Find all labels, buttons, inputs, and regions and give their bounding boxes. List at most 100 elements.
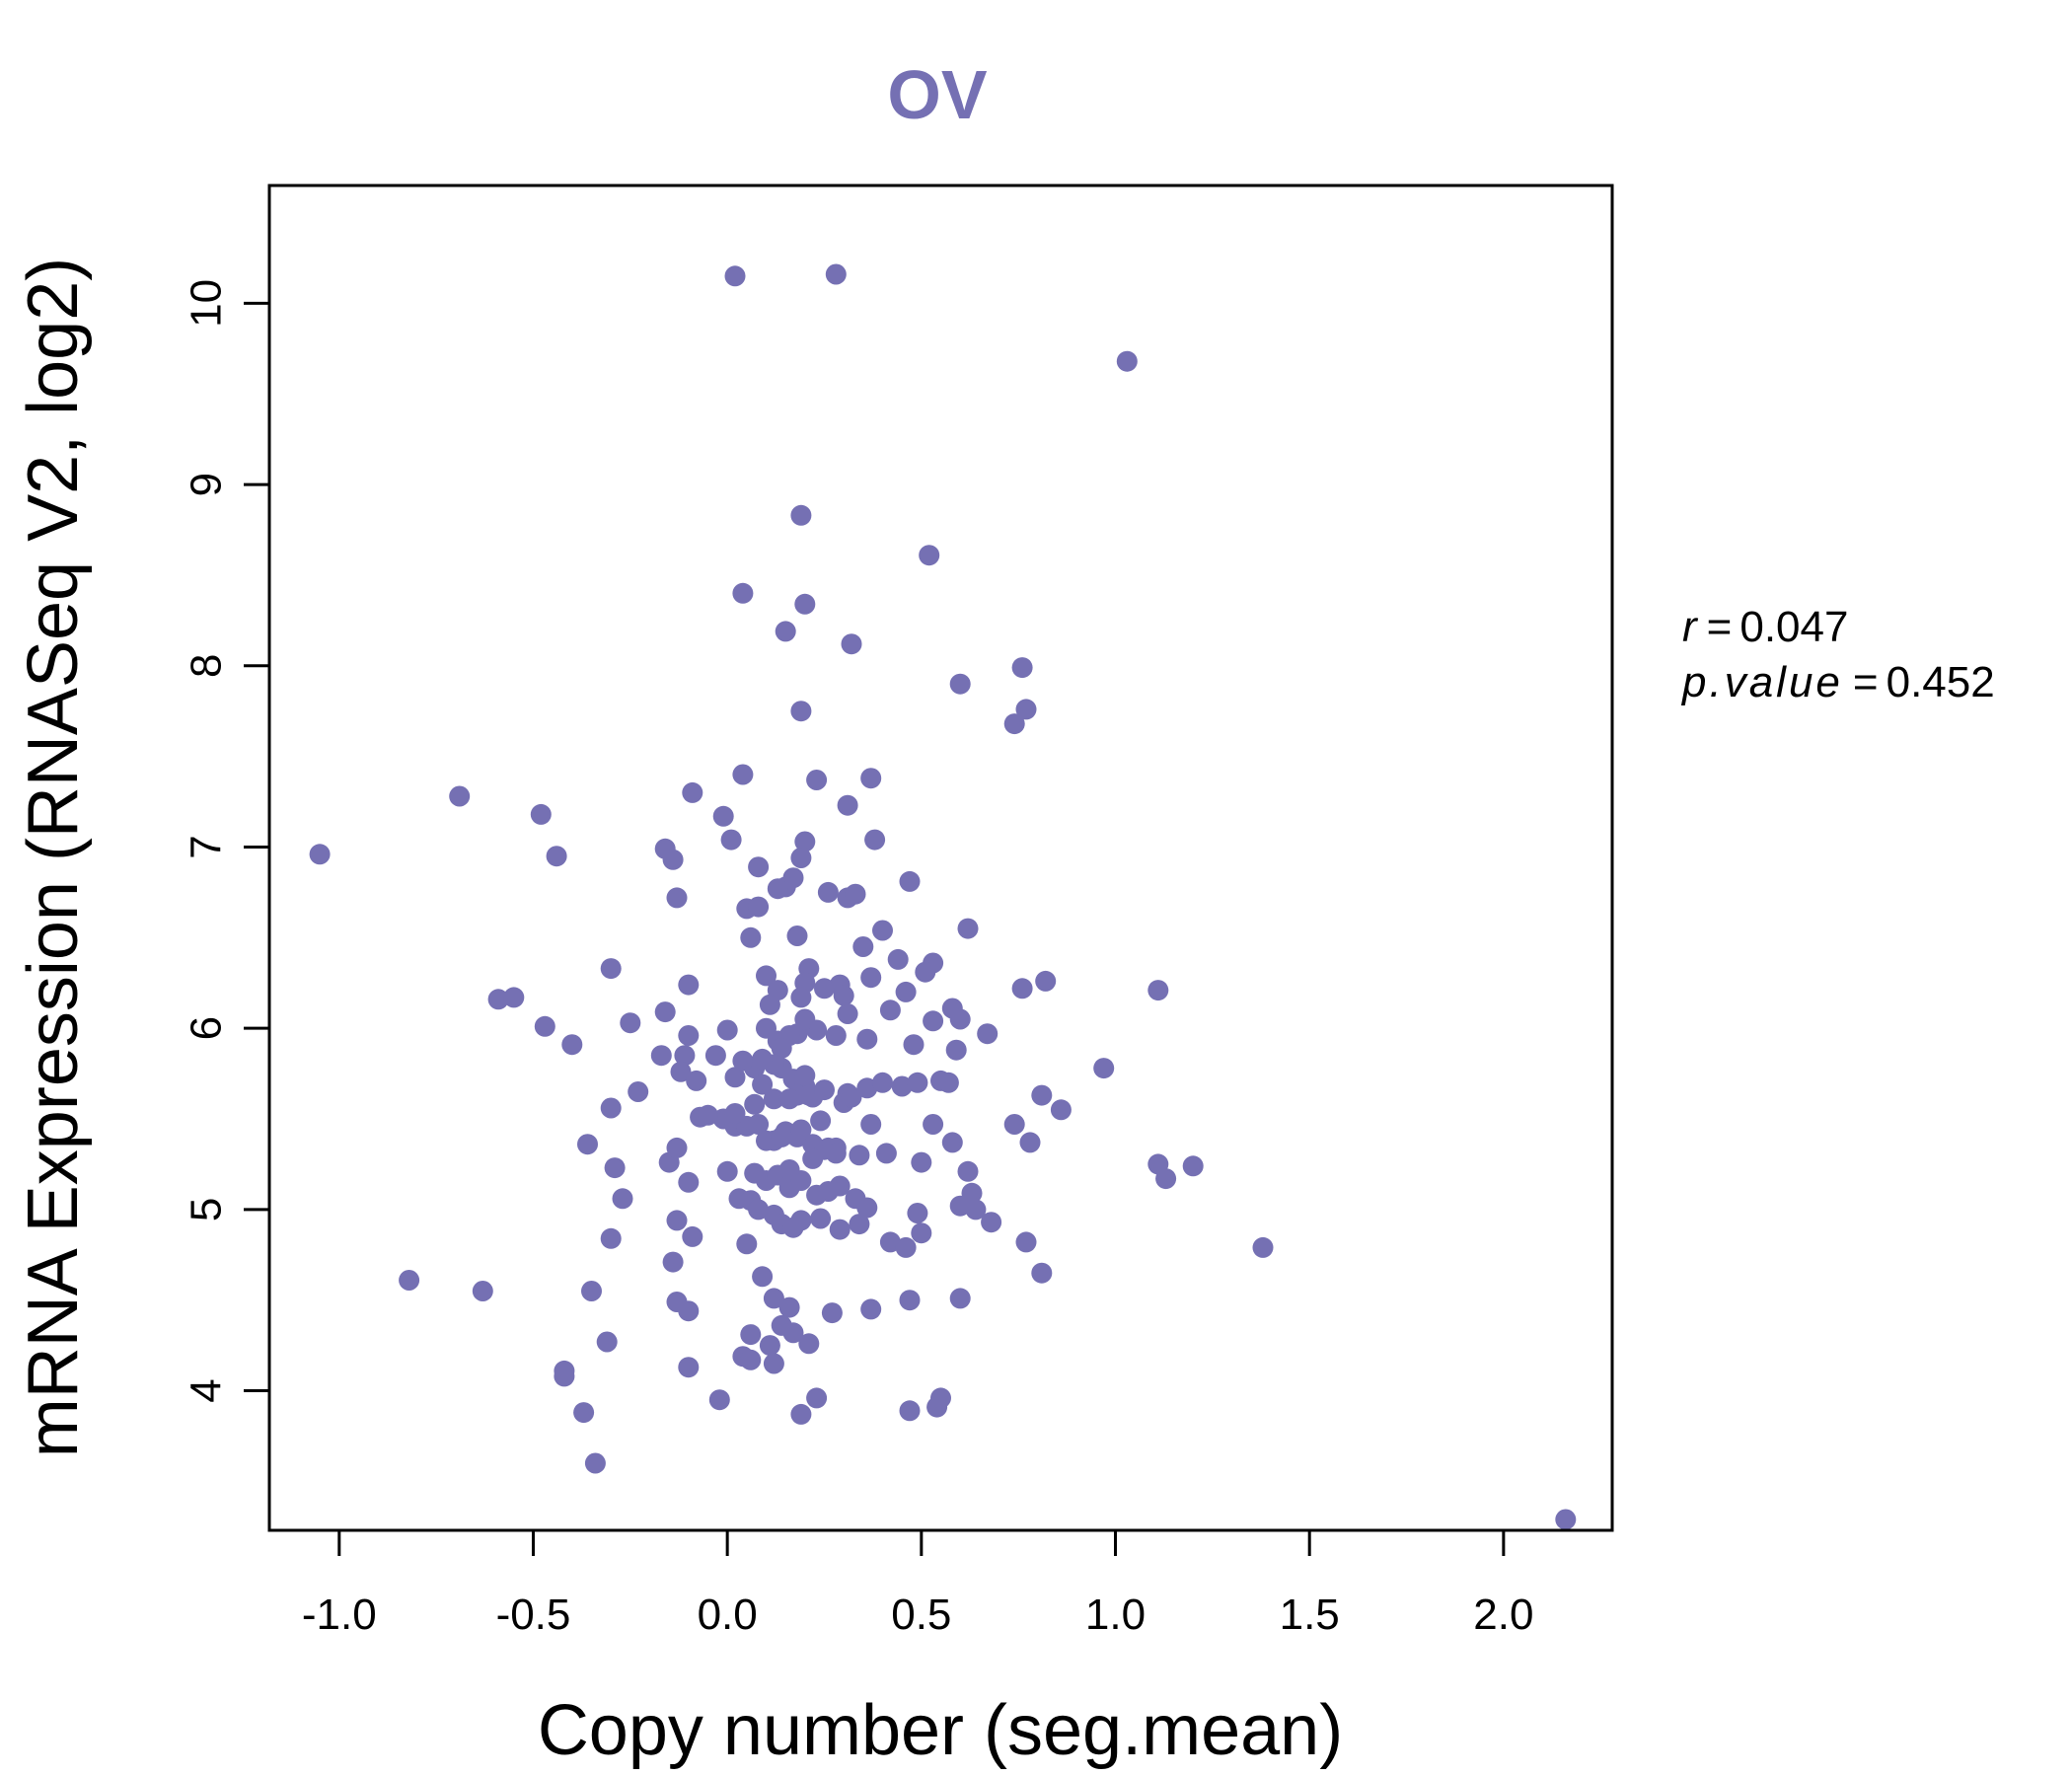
data-point xyxy=(674,1045,696,1067)
data-point xyxy=(604,1157,626,1179)
data-point xyxy=(911,1222,932,1244)
data-point xyxy=(678,1357,700,1378)
data-point xyxy=(860,967,882,989)
data-point xyxy=(937,1072,959,1093)
data-point xyxy=(825,263,847,285)
data-point xyxy=(778,1159,800,1180)
data-point xyxy=(686,1070,707,1091)
data-point xyxy=(895,981,917,1002)
data-point xyxy=(716,1160,738,1182)
data-point xyxy=(449,785,471,807)
data-point xyxy=(740,926,762,948)
data-point xyxy=(923,1010,944,1032)
data-point xyxy=(825,1143,847,1164)
data-point xyxy=(771,1037,792,1059)
data-point xyxy=(825,1025,847,1046)
data-point xyxy=(949,1008,971,1030)
data-point xyxy=(806,1387,828,1409)
data-point xyxy=(945,1039,967,1061)
data-point xyxy=(860,1298,882,1320)
x-axis-label: Copy number (seg.mean) xyxy=(538,1691,1343,1770)
data-point xyxy=(919,545,940,566)
data-point xyxy=(923,1114,944,1135)
data-point xyxy=(752,1266,774,1288)
data-point xyxy=(775,621,796,642)
data-point xyxy=(399,1270,420,1291)
data-point xyxy=(790,1119,812,1141)
plot-frame xyxy=(267,184,1614,1532)
data-point xyxy=(620,1012,641,1034)
data-point xyxy=(682,781,703,803)
data-point xyxy=(1116,350,1138,372)
data-point xyxy=(759,994,780,1015)
data-point xyxy=(682,1225,703,1247)
data-point xyxy=(891,1075,913,1097)
data-point xyxy=(534,1015,555,1037)
data-point xyxy=(794,1008,816,1030)
data-point xyxy=(1011,657,1033,679)
data-point xyxy=(763,1353,784,1374)
x-axis: -1.0 -0.5 0.0 0.5 1.0 1.5 2.0 xyxy=(302,1530,1533,1639)
data-point xyxy=(821,1302,843,1324)
data-point xyxy=(790,848,812,868)
data-point xyxy=(732,1050,754,1072)
data-point xyxy=(1252,1236,1274,1258)
data-point xyxy=(1555,1509,1577,1530)
data-point xyxy=(472,1281,493,1301)
data-point xyxy=(554,1366,575,1387)
data-point xyxy=(771,1314,792,1336)
data-point xyxy=(716,1019,738,1041)
data-point xyxy=(899,1400,921,1422)
data-point xyxy=(977,1023,999,1045)
data-point xyxy=(849,1214,870,1235)
data-point xyxy=(860,1114,882,1135)
data-point xyxy=(736,1233,758,1255)
data-point xyxy=(771,1126,792,1147)
data-point xyxy=(849,1145,870,1166)
data-point xyxy=(596,1331,618,1353)
data-point xyxy=(879,999,901,1021)
data-point xyxy=(875,1143,897,1164)
data-point xyxy=(530,803,552,825)
data-point xyxy=(778,1088,800,1110)
data-point xyxy=(724,1067,746,1088)
data-point xyxy=(798,1333,820,1355)
data-point xyxy=(790,1210,812,1231)
data-point xyxy=(949,673,971,695)
data-point xyxy=(654,1001,676,1023)
data-point xyxy=(786,925,808,946)
data-point xyxy=(814,978,835,999)
data-point xyxy=(814,1079,835,1101)
data-point xyxy=(872,1072,893,1093)
data-point xyxy=(841,633,862,655)
p-stat-label: p.value xyxy=(1680,658,1843,706)
data-point xyxy=(763,1088,784,1110)
data-point xyxy=(930,1387,951,1409)
data-point xyxy=(748,1199,770,1221)
x-tick-label: -1.0 xyxy=(302,1591,377,1639)
data-point xyxy=(650,1045,672,1067)
data-point xyxy=(759,1335,780,1357)
data-point xyxy=(670,1061,692,1082)
y-tick-label: 7 xyxy=(182,835,230,858)
chart-title: OV xyxy=(887,56,987,133)
data-point xyxy=(860,768,882,789)
data-point xyxy=(806,770,828,790)
data-point xyxy=(546,846,567,867)
data-point xyxy=(981,1212,1002,1233)
data-point xyxy=(712,805,734,827)
data-point xyxy=(756,965,777,987)
x-tick-label: 2.0 xyxy=(1473,1591,1533,1639)
data-point xyxy=(1031,1262,1053,1284)
p-stat: p.value = 0.452 xyxy=(1680,658,1995,706)
y-axis-label: mRNA Expression (RNASeq V2, log2) xyxy=(14,258,93,1457)
data-point xyxy=(662,849,684,870)
data-point xyxy=(833,985,854,1006)
x-tick-label: 0.5 xyxy=(891,1591,951,1639)
data-point xyxy=(810,1110,832,1132)
data-point xyxy=(965,1199,987,1221)
data-point xyxy=(899,870,921,892)
data-point xyxy=(1155,1168,1177,1190)
data-point xyxy=(845,883,866,905)
